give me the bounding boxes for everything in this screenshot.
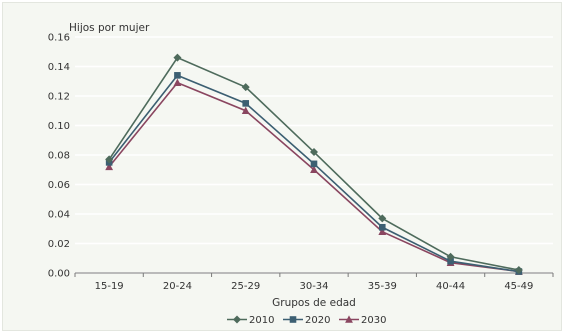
data-point-2010 [446, 252, 455, 261]
line-chart: 0.00 0.02 0.04 0.06 0.08 0.10 0.12 0.14 0.16 15-… [48, 22, 554, 326]
data-point-2030 [310, 165, 318, 174]
data-point-2030 [241, 106, 250, 115]
data-point-2010 [378, 214, 387, 223]
data-point-2020 [174, 72, 181, 79]
y-tick-label: 0.10 [48, 121, 70, 132]
x-axis: 15-19 20-24 25-29 30-34 35-39 40-44 45-49 [74, 272, 554, 292]
y-tick-label: 0.16 [48, 33, 70, 44]
legend-label-2030: 2030 [361, 315, 386, 326]
legend-marker-2020 [289, 316, 297, 323]
x-tick-label: 35-39 [368, 281, 397, 292]
y-tick-label: 0.14 [48, 62, 70, 73]
y-tick-label: 0.06 [48, 180, 70, 191]
data-point-2020 [242, 100, 250, 107]
legend: 2010 2020 2030 [227, 315, 386, 326]
data-point-2030 [173, 78, 182, 87]
data-point-2020 [378, 223, 386, 231]
x-axis-title: Grupos de edad [272, 297, 356, 309]
data-point-2020 [310, 160, 318, 168]
data-point-2010 [241, 83, 250, 92]
x-tick-label: 20-24 [163, 281, 192, 292]
legend-marker-2030 [345, 315, 353, 323]
y-axis-title: Hijos por mujer [69, 22, 150, 34]
data-point-2010 [310, 148, 318, 157]
x-tick-label: 15-19 [95, 281, 124, 292]
y-tick-label: 0.04 [48, 210, 70, 221]
data-point-2010 [514, 266, 523, 275]
legend-label-2020: 2020 [305, 315, 330, 326]
legend-marker-2010 [233, 315, 241, 324]
series-group [105, 53, 523, 275]
series-line-2020 [108, 74, 519, 273]
x-tick-label: 40-44 [436, 281, 465, 292]
y-tick-label: 0.02 [48, 239, 70, 250]
data-point-2020 [447, 257, 454, 265]
y-tick-label: 0.12 [48, 92, 70, 103]
x-tick-label: 30-34 [299, 281, 328, 292]
chart-frame: 0.00 0.02 0.04 0.06 0.08 0.10 0.12 0.14 0.16 15-… [2, 2, 562, 331]
x-tick-label: 45-49 [504, 281, 533, 292]
legend-label-2010: 2010 [249, 315, 274, 326]
x-tick-label: 25-29 [231, 281, 260, 292]
y-tick-label: 0.08 [48, 151, 70, 162]
y-tick-label: 0.00 [48, 269, 70, 280]
data-point-2010 [105, 155, 114, 164]
data-point-2010 [173, 53, 182, 62]
y-axis-ticks: 0.00 0.02 0.04 0.06 0.08 0.10 0.12 0.14 0.16 [48, 33, 70, 280]
data-point-2030 [378, 227, 387, 235]
data-point-2030 [105, 162, 114, 171]
